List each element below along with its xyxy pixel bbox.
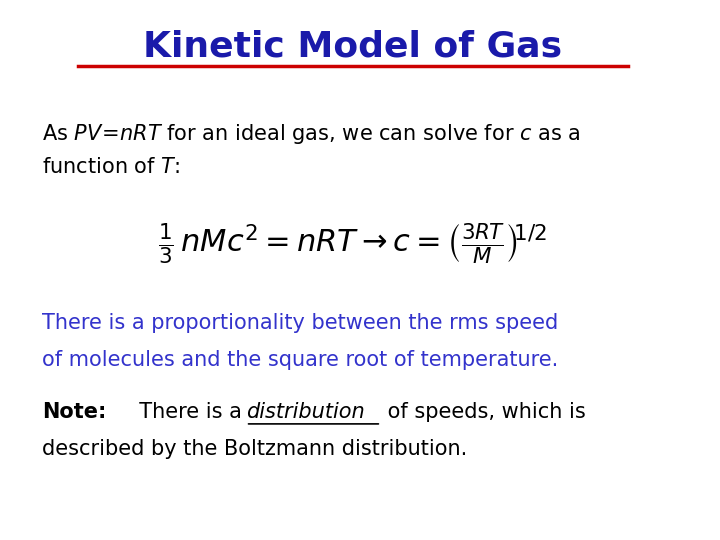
Text: distribution: distribution <box>246 402 364 422</box>
Text: As $\mathit{PV\!=\!nRT}$ for an ideal gas, we can solve for $\mathit{c}$ as a: As $\mathit{PV\!=\!nRT}$ for an ideal ga… <box>42 122 581 145</box>
Text: described by the Boltzmann distribution.: described by the Boltzmann distribution. <box>42 439 467 459</box>
Text: function of $\mathit{T}$:: function of $\mathit{T}$: <box>42 157 181 177</box>
Text: There is a: There is a <box>126 402 248 422</box>
Text: Kinetic Model of Gas: Kinetic Model of Gas <box>143 30 562 64</box>
Text: There is a proportionality between the rms speed: There is a proportionality between the r… <box>42 313 559 333</box>
Text: of molecules and the square root of temperature.: of molecules and the square root of temp… <box>42 350 559 370</box>
Text: of speeds, which is: of speeds, which is <box>381 402 586 422</box>
Text: Note:: Note: <box>42 402 107 422</box>
Text: $\frac{1}{3}\, nMc^2 = nRT \rightarrow c = \left(\frac{3RT}{M}\right)^{\!\!1/2}$: $\frac{1}{3}\, nMc^2 = nRT \rightarrow c… <box>158 221 547 267</box>
